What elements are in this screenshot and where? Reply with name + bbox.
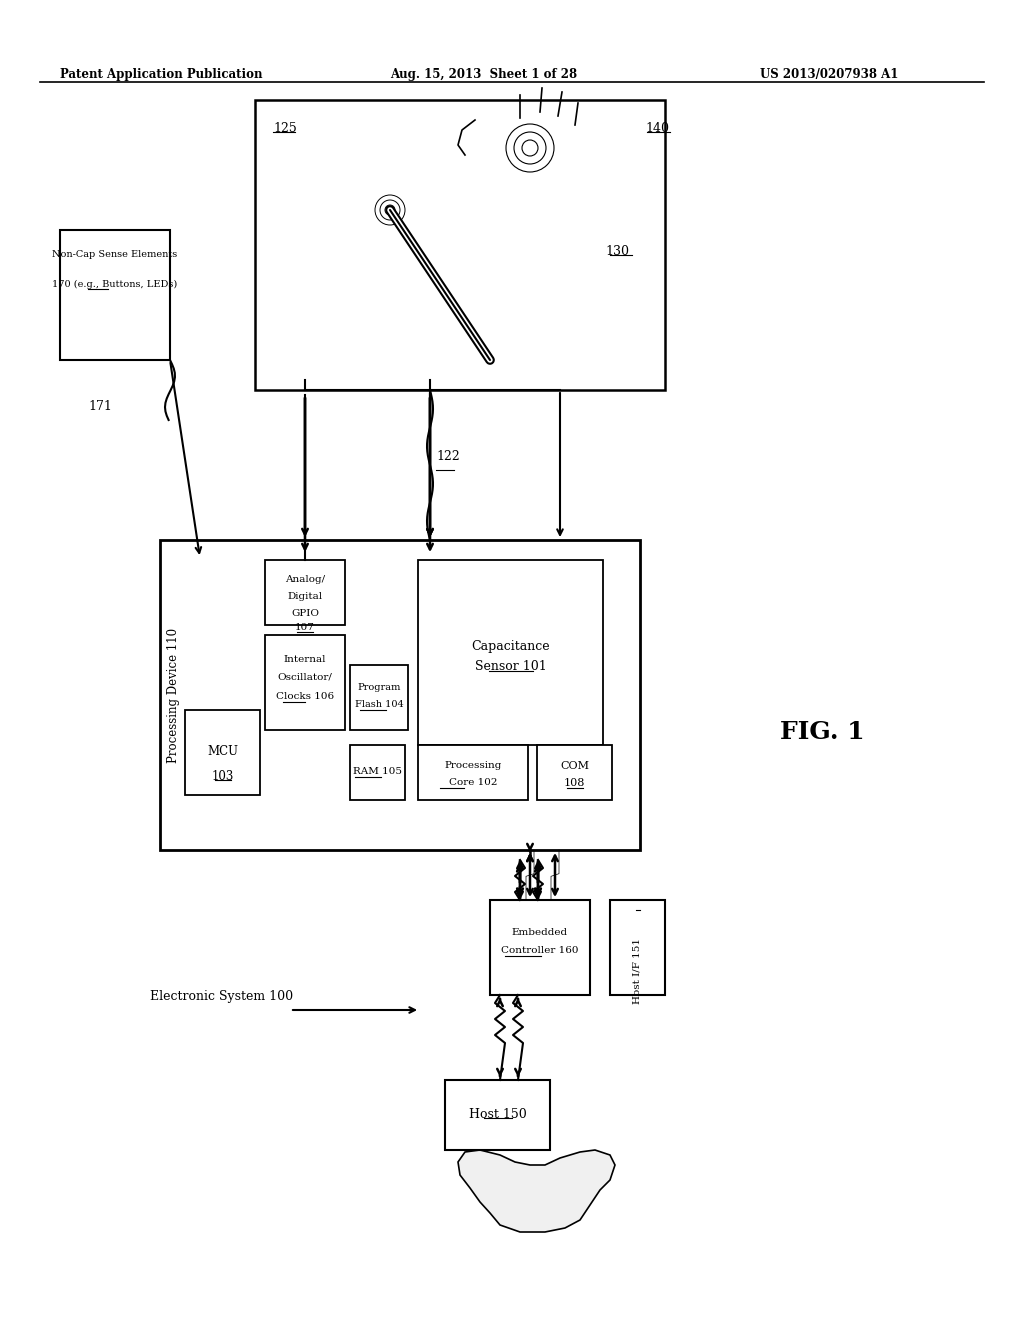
FancyBboxPatch shape (265, 560, 345, 624)
Text: 171: 171 (88, 400, 112, 413)
Text: 107: 107 (295, 623, 315, 632)
Text: Oscillator/: Oscillator/ (278, 673, 333, 682)
Text: Electronic System 100: Electronic System 100 (150, 990, 293, 1003)
FancyBboxPatch shape (265, 635, 345, 730)
Text: Capacitance: Capacitance (471, 640, 550, 653)
Text: 130: 130 (605, 246, 629, 257)
FancyBboxPatch shape (350, 665, 408, 730)
Text: Core 102: Core 102 (449, 777, 498, 787)
Text: 140: 140 (645, 121, 669, 135)
Text: Program: Program (357, 682, 400, 692)
Text: Sensor 101: Sensor 101 (475, 660, 547, 673)
FancyBboxPatch shape (255, 100, 665, 389)
FancyBboxPatch shape (418, 744, 528, 800)
Text: Controller 160: Controller 160 (502, 946, 579, 954)
Text: 125: 125 (273, 121, 297, 135)
Text: Clocks 106: Clocks 106 (275, 692, 334, 701)
Text: Patent Application Publication: Patent Application Publication (60, 69, 262, 81)
Polygon shape (458, 1150, 615, 1232)
FancyBboxPatch shape (445, 1080, 550, 1150)
Text: RAM 105: RAM 105 (353, 767, 402, 776)
Text: Analog/: Analog/ (285, 576, 325, 583)
FancyBboxPatch shape (610, 900, 665, 995)
Text: Non-Cap Sense Elements: Non-Cap Sense Elements (52, 249, 177, 259)
Text: FIG. 1: FIG. 1 (780, 719, 864, 744)
Text: 103: 103 (211, 770, 233, 783)
Text: 108: 108 (564, 777, 585, 788)
Text: Internal: Internal (284, 655, 327, 664)
Text: Embedded: Embedded (512, 928, 568, 937)
FancyBboxPatch shape (60, 230, 170, 360)
Text: Processing Device 110: Processing Device 110 (168, 627, 180, 763)
Text: Aug. 15, 2013  Sheet 1 of 28: Aug. 15, 2013 Sheet 1 of 28 (390, 69, 578, 81)
Text: 170 (e.g., Buttons, LEDs): 170 (e.g., Buttons, LEDs) (52, 280, 177, 289)
Text: Host I/F 151: Host I/F 151 (633, 939, 642, 1005)
Text: US 2013/0207938 A1: US 2013/0207938 A1 (760, 69, 898, 81)
FancyBboxPatch shape (350, 744, 406, 800)
FancyBboxPatch shape (160, 540, 640, 850)
Text: COM: COM (560, 762, 589, 771)
Text: MCU: MCU (207, 744, 238, 758)
Text: Digital: Digital (288, 591, 323, 601)
FancyBboxPatch shape (537, 744, 612, 800)
Text: Processing: Processing (444, 762, 502, 770)
Text: Flash 104: Flash 104 (354, 700, 403, 709)
FancyBboxPatch shape (490, 900, 590, 995)
Text: GPIO: GPIO (291, 609, 319, 618)
FancyBboxPatch shape (185, 710, 260, 795)
FancyBboxPatch shape (418, 560, 603, 744)
Text: 122: 122 (436, 450, 460, 463)
Text: Host 150: Host 150 (469, 1107, 526, 1121)
